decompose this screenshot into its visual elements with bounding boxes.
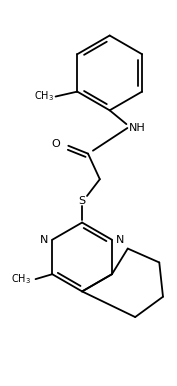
Text: S: S: [79, 196, 86, 206]
Text: CH$_3$: CH$_3$: [34, 90, 54, 103]
Text: N: N: [40, 235, 48, 245]
Text: N: N: [116, 235, 124, 245]
Text: CH$_3$: CH$_3$: [11, 272, 31, 286]
Text: O: O: [52, 139, 61, 149]
Text: NH: NH: [129, 123, 146, 133]
